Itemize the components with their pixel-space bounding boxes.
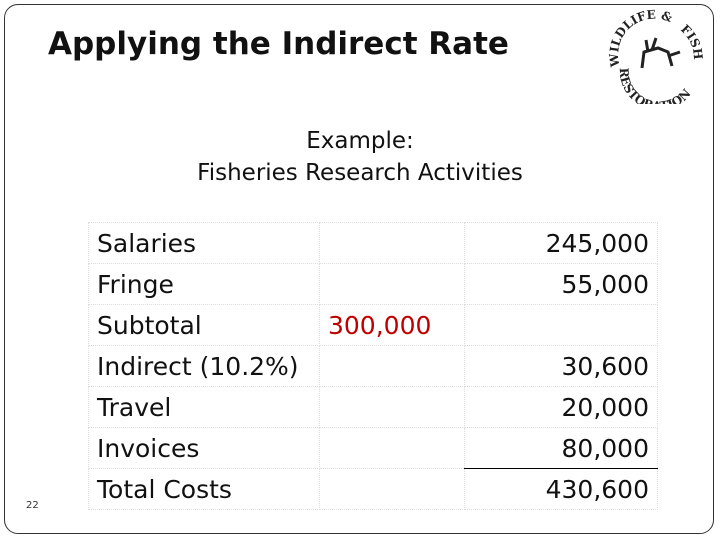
row-label: Indirect (10.2%) <box>97 351 299 381</box>
table-row: Subtotal 300,000 <box>88 304 658 346</box>
table-cell: 245,000 <box>464 222 658 264</box>
table-cell: 300,000 <box>319 304 465 346</box>
row-label: Salaries <box>97 228 197 258</box>
table-row: Total Costs 430,600 <box>88 468 658 510</box>
table-row: Fringe 55,000 <box>88 263 658 305</box>
amount-value: 80,000 <box>561 433 649 463</box>
table-cell: 80,000 <box>464 427 658 469</box>
table-cell <box>319 427 465 469</box>
table-row: Indirect (10.2%) 30,600 <box>88 345 658 387</box>
table-cell <box>464 304 658 346</box>
table-cell: Total Costs <box>88 468 320 510</box>
table-row: Travel 20,000 <box>88 386 658 428</box>
table-cell: Travel <box>88 386 320 428</box>
table-cell <box>319 345 465 387</box>
subtitle-line: Fisheries Research Activities <box>197 160 523 186</box>
table-cell: 430,600 <box>464 468 658 510</box>
row-label: Fringe <box>97 269 174 299</box>
cost-table: Salaries 245,000 Fringe 55,000 Subtotal 300,0… <box>88 222 658 510</box>
table-cell: Fringe <box>88 263 320 305</box>
row-label: Subtotal <box>97 310 202 340</box>
logo-text-side: FISH <box>678 22 705 60</box>
table-cell: 20,000 <box>464 386 658 428</box>
subtotal-value: 300,000 <box>328 310 432 340</box>
amount-value: 430,600 <box>545 474 649 504</box>
table-cell <box>319 468 465 510</box>
logo-text: FISH <box>678 22 705 60</box>
amount-value: 55,000 <box>561 269 649 299</box>
table-cell: 55,000 <box>464 263 658 305</box>
table-cell <box>319 263 465 305</box>
row-label: Total Costs <box>97 474 232 504</box>
logo: WILDLIFE & SPORT FISH RESTORATION <box>606 8 705 104</box>
table-cell: 30,600 <box>464 345 658 387</box>
table-cell <box>319 222 465 264</box>
table-cell: Indirect (10.2%) <box>88 345 320 387</box>
table-row: Invoices 80,000 <box>88 427 658 469</box>
table-cell: Invoices <box>88 427 320 469</box>
row-label: Invoices <box>97 433 200 463</box>
table-cell <box>319 386 465 428</box>
logo-text: RESTORATION <box>617 67 694 104</box>
table-cell: Subtotal <box>88 304 320 346</box>
row-label: Travel <box>97 392 172 422</box>
page-number: 22 <box>26 500 39 511</box>
logo-text-bottom: RESTORATION <box>617 67 694 104</box>
slide-frame <box>4 4 714 534</box>
slide-title: Applying the Indirect Rate <box>48 26 509 62</box>
logo-deer <box>640 37 681 69</box>
subtitle-line: Example: <box>306 128 414 154</box>
amount-value: 20,000 <box>561 392 649 422</box>
table-cell: Salaries <box>88 222 320 264</box>
table-row: Salaries 245,000 <box>88 222 658 264</box>
amount-value: 245,000 <box>545 228 649 258</box>
amount-value: 30,600 <box>561 351 649 381</box>
